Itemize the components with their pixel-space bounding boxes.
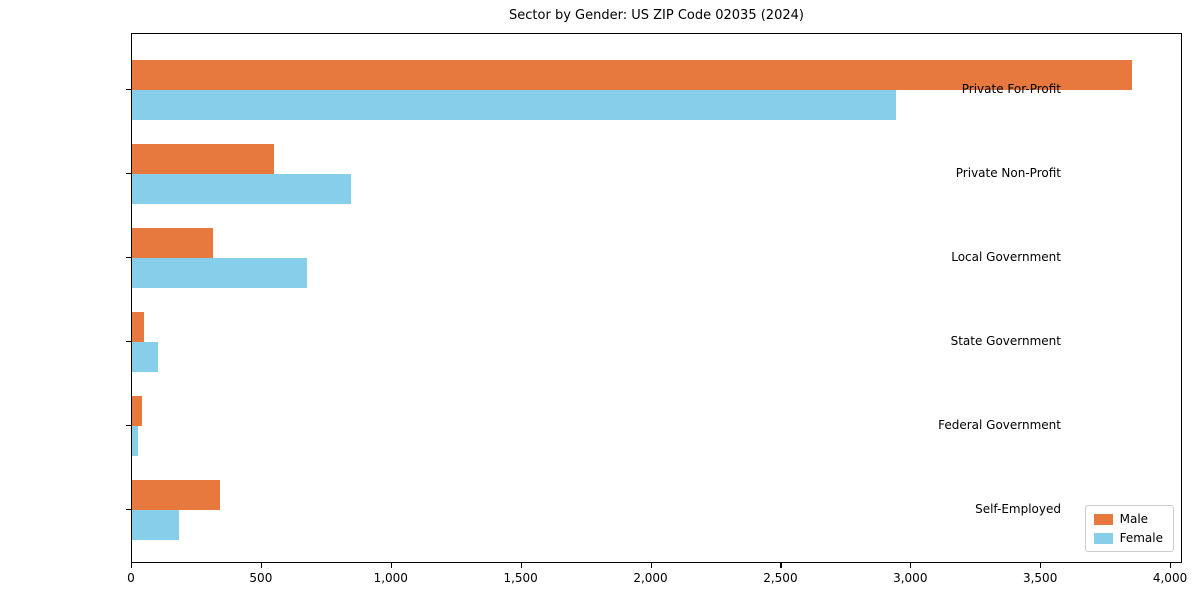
bar-female-state-government: [132, 342, 158, 372]
xtick-mark-3500: [1040, 563, 1042, 568]
ytick-label-state-government: State Government: [950, 334, 1061, 348]
xtick-label-2000: 2,000: [633, 571, 668, 585]
bar-female-private-non-profit: [132, 174, 351, 204]
ytick-label-private-non-profit: Private Non-Profit: [955, 166, 1061, 180]
legend-swatch-female: [1093, 532, 1113, 544]
xtick-mark-1000: [390, 563, 392, 568]
ytick-mark-private-non-profit: [126, 173, 131, 175]
ytick-mark-federal-government: [126, 425, 131, 427]
ytick-label-private-for-profit: Private For-Profit: [961, 82, 1061, 96]
ytick-mark-self-employed: [126, 509, 131, 511]
bar-male-federal-government: [132, 396, 142, 426]
bar-male-private-non-profit: [132, 144, 274, 174]
bar-female-private-for-profit: [132, 90, 896, 120]
bar-female-federal-government: [132, 426, 138, 456]
ytick-mark-private-for-profit: [126, 89, 131, 91]
ytick-label-federal-government: Federal Government: [938, 418, 1061, 432]
xtick-label-500: 500: [249, 571, 273, 585]
xtick-label-4000: 4,000: [1152, 571, 1188, 585]
ytick-mark-local-government: [126, 257, 131, 259]
xtick-mark-4000: [1170, 563, 1172, 568]
bar-male-state-government: [132, 312, 144, 342]
xtick-mark-500: [260, 563, 263, 568]
bar-male-local-government: [132, 228, 213, 258]
bar-female-local-government: [132, 258, 307, 288]
xtick-mark-2500: [780, 563, 782, 568]
ytick-mark-state-government: [126, 341, 131, 343]
xtick-label-2500: 2,500: [763, 571, 798, 585]
xtick-mark-2000: [650, 563, 652, 568]
chart-title: Sector by Gender: US ZIP Code 02035 (202…: [509, 8, 804, 23]
bar-male-self-employed: [132, 480, 220, 510]
bar-female-self-employed: [132, 510, 179, 540]
plot-area: Male Female: [131, 33, 1182, 563]
legend-label-female: Female: [1119, 531, 1163, 545]
legend: Male Female: [1084, 505, 1174, 552]
xtick-label-3000: 3,000: [893, 571, 928, 585]
ytick-label-local-government: Local Government: [951, 250, 1061, 264]
xtick-label-1500: 1,500: [503, 571, 538, 585]
xtick-mark-3000: [910, 563, 912, 568]
legend-item-male: Male: [1093, 512, 1163, 526]
legend-label-male: Male: [1119, 512, 1149, 526]
xtick-label-3500: 3,500: [1022, 571, 1058, 585]
xtick-mark-1500: [520, 563, 522, 568]
xtick-mark-0: [131, 563, 133, 568]
xtick-label-0: 0: [127, 571, 135, 585]
xtick-label-1000: 1,000: [373, 571, 408, 585]
legend-swatch-male: [1093, 513, 1113, 525]
legend-item-female: Female: [1093, 531, 1163, 545]
bar-male-private-for-profit: [132, 60, 1132, 90]
ytick-label-self-employed: Self-Employed: [975, 502, 1061, 516]
